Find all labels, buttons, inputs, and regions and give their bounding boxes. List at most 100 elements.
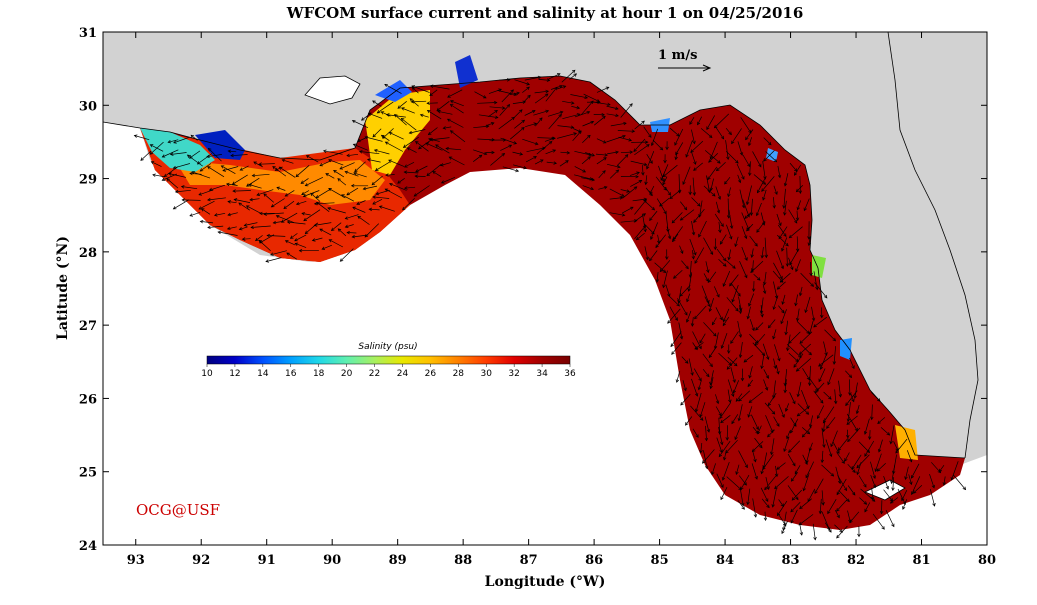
mobile-bay-fresh <box>455 55 478 88</box>
current-vector-head <box>795 368 800 372</box>
current-vector-head <box>558 113 562 118</box>
current-vector-head <box>207 225 211 230</box>
current-vector <box>381 135 390 141</box>
current-vector-head <box>646 144 650 148</box>
current-vector <box>544 137 555 142</box>
current-vector <box>818 368 826 382</box>
current-vector <box>384 83 402 94</box>
current-vector <box>698 220 707 238</box>
current-vector <box>306 155 319 163</box>
current-vector <box>173 163 190 169</box>
current-vector-head <box>230 153 234 158</box>
current-vector <box>787 485 799 500</box>
current-vector <box>411 100 427 103</box>
current-vector <box>214 212 226 216</box>
current-vector-head <box>217 230 222 235</box>
current-vector <box>851 454 862 470</box>
current-vector-head <box>744 215 748 219</box>
current-vector <box>285 240 296 246</box>
current-vector <box>911 476 921 495</box>
colorbar-tick-label-11: 32 <box>508 369 519 379</box>
current-vector <box>718 352 732 366</box>
colorbar-tick-label-0: 10 <box>201 369 213 379</box>
current-vector <box>429 89 438 96</box>
current-vector <box>607 163 621 168</box>
current-vector-head <box>774 191 778 195</box>
current-vector-head <box>161 177 166 181</box>
colorbar-tick-label-2: 14 <box>257 369 269 379</box>
colorbar-tick-label-3: 16 <box>285 369 297 379</box>
current-vector <box>474 91 487 99</box>
current-vector <box>754 437 763 449</box>
current-vector-head <box>836 491 840 496</box>
current-vector-head <box>757 277 761 281</box>
current-vector <box>747 488 751 505</box>
current-vector <box>821 427 825 448</box>
current-vector-head <box>150 161 155 165</box>
current-vector-head <box>870 416 874 421</box>
current-vector <box>699 402 706 417</box>
current-vector <box>762 161 766 180</box>
current-vector-head <box>374 167 379 171</box>
current-vector-head <box>694 315 698 320</box>
current-vector <box>443 126 452 129</box>
current-vector-head <box>836 508 840 512</box>
current-vector <box>500 144 512 151</box>
current-vector-head <box>634 219 638 223</box>
current-vector <box>751 463 758 480</box>
current-vector <box>414 185 430 197</box>
current-vector-head <box>864 508 868 513</box>
current-vector <box>227 226 237 230</box>
current-vector <box>562 113 580 120</box>
current-vector <box>742 154 751 167</box>
current-vector <box>819 498 822 514</box>
current-vector <box>680 209 695 221</box>
current-vector-head <box>584 95 589 100</box>
current-vector-head <box>708 308 712 313</box>
current-vector <box>630 160 647 166</box>
y-axis-label: Latitude (°N) <box>55 236 71 340</box>
current-vector-head <box>748 302 752 307</box>
current-vector <box>788 352 799 362</box>
current-vector <box>738 296 742 311</box>
current-vector <box>402 198 415 211</box>
current-vector-head <box>722 456 727 461</box>
current-vector-head <box>281 158 286 163</box>
current-vector <box>643 199 655 211</box>
current-vector <box>671 342 682 355</box>
current-vector <box>790 509 798 524</box>
current-vector <box>938 464 945 473</box>
current-vector <box>560 151 570 154</box>
current-vector <box>742 199 750 218</box>
current-vector <box>722 461 730 481</box>
current-vector <box>327 207 346 214</box>
current-vector-head <box>847 438 851 443</box>
current-vector <box>228 150 237 153</box>
current-vector <box>858 475 867 488</box>
current-vector-head <box>748 142 752 147</box>
y-tick-label-7: 24 <box>79 539 97 554</box>
x-tick-label-4: 89 <box>389 553 407 568</box>
current-vector <box>783 437 790 452</box>
current-vector <box>409 129 426 134</box>
current-vector <box>799 343 812 355</box>
y-tick-label-0: 31 <box>79 26 97 41</box>
current-vector <box>789 392 796 404</box>
current-vector <box>649 210 658 221</box>
current-vector <box>691 151 696 165</box>
current-vector <box>522 86 530 93</box>
x-tick-label-11: 82 <box>847 553 865 568</box>
current-vector-head <box>720 419 724 424</box>
current-vector-head <box>189 171 193 176</box>
current-vector-head <box>301 212 306 216</box>
current-vector-head <box>246 183 250 187</box>
current-vector <box>674 128 684 146</box>
current-vector <box>834 389 837 404</box>
current-vector-head <box>794 302 798 307</box>
current-vector-head <box>354 168 358 173</box>
current-vector <box>733 380 740 394</box>
current-vector-head <box>774 473 779 478</box>
current-vector-head <box>799 505 803 510</box>
current-vector-head <box>766 504 770 509</box>
current-vector <box>778 305 785 314</box>
